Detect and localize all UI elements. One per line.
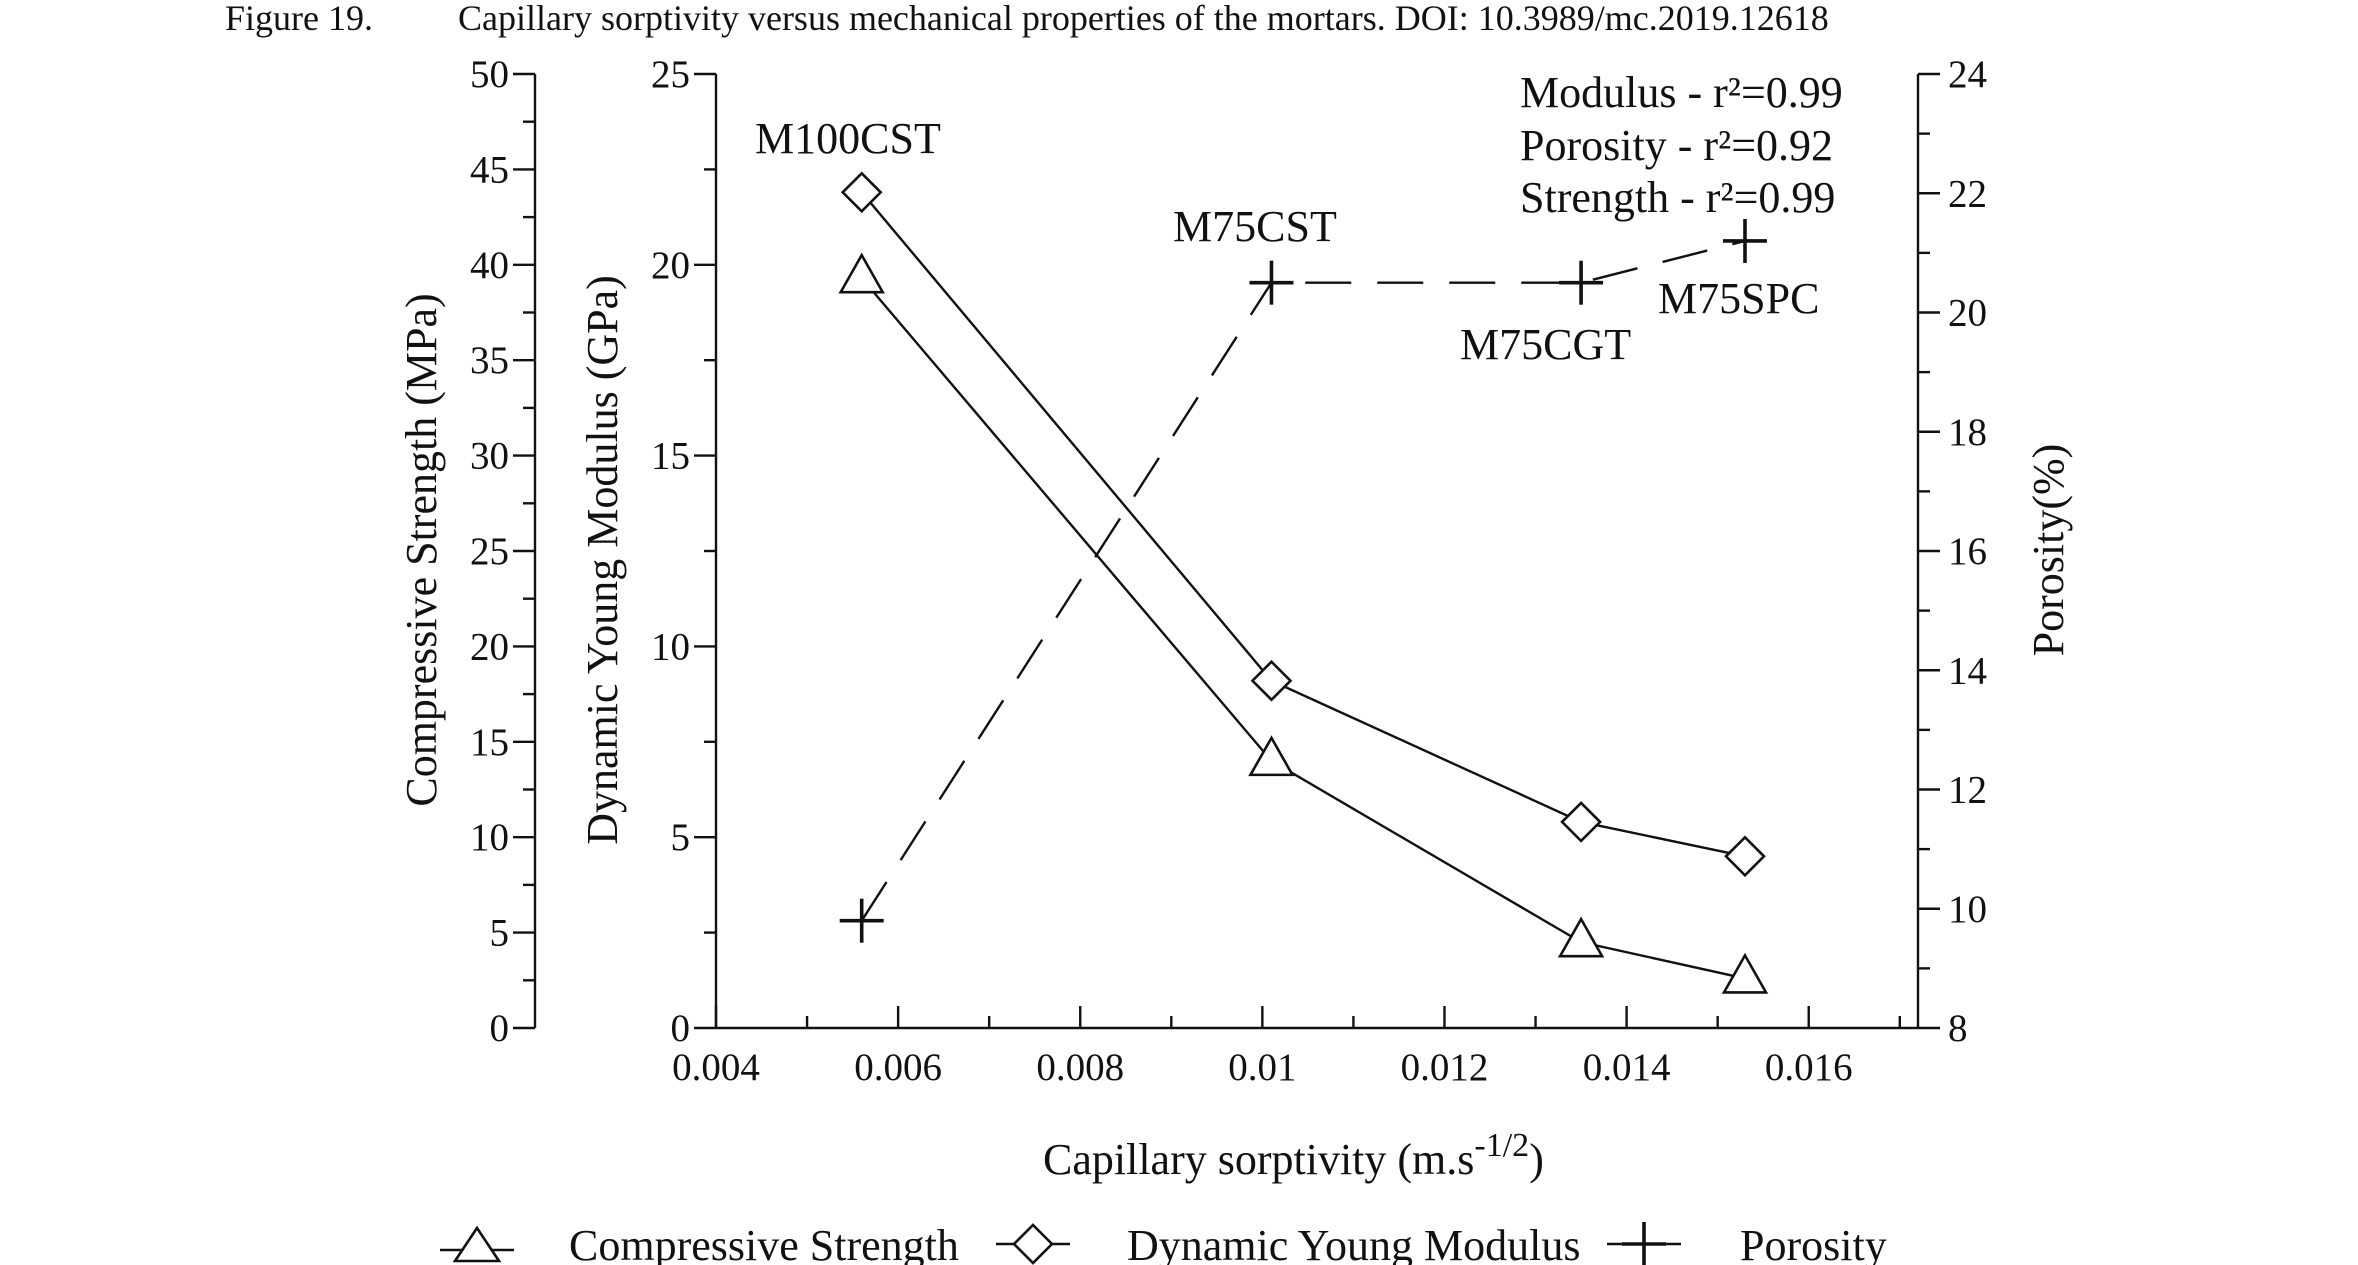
compressive-strength-point	[838, 252, 885, 294]
x-axis-title-close: )	[1529, 1135, 1544, 1184]
strength-tick-label: 15	[470, 721, 509, 764]
annotation-modulus-r2: Modulus - r²=0.99	[1520, 68, 1843, 117]
modulus-tick-label: 20	[651, 244, 690, 287]
legend-label-porosity: Porosity	[1740, 1221, 1887, 1265]
porosity-tick-label: 14	[1948, 649, 1987, 692]
modulus-tick-label: 15	[651, 435, 690, 478]
porosity-point	[1559, 260, 1604, 305]
x-tick-label: 0.016	[1765, 1046, 1853, 1089]
legend-label-modulus: Dynamic Young Modulus	[1127, 1221, 1581, 1265]
legend-triangle-icon	[452, 1225, 502, 1263]
strength-tick-label: 30	[470, 435, 509, 478]
porosity-tick-label: 24	[1948, 53, 1987, 96]
x-axis-title-superscript: -1/2	[1474, 1127, 1529, 1164]
porosity-point	[839, 898, 884, 943]
modulus-tick-label: 25	[651, 53, 690, 96]
legend: Compressive Strength Dynamic Young Modul…	[440, 1221, 1887, 1265]
x-axis-title: Capillary sorptivity (m.s-1/2)	[1043, 1127, 1544, 1184]
point-label-m100cst: M100CST	[755, 114, 941, 163]
dynamic-young-modulus-point	[1250, 659, 1293, 702]
compressive-strength-point	[1721, 952, 1769, 994]
porosity-point	[1249, 260, 1294, 305]
legend-item-strength: Compressive Strength	[440, 1221, 959, 1265]
modulus-tick-label: 10	[651, 625, 690, 668]
strength-axis-title: Compressive Strength (MPa)	[397, 293, 446, 806]
porosity-point	[1722, 218, 1767, 263]
strength-tick-label: 10	[470, 816, 509, 859]
strength-tick-label: 20	[470, 625, 509, 668]
strength-tick-label: 25	[470, 530, 509, 573]
annotation-porosity-r2: Porosity - r²=0.92	[1520, 121, 1833, 170]
strength-axis-ticks: 0 5 10 15 20 25 30 35 40 45 50	[470, 53, 535, 1050]
porosity-tick-label: 22	[1948, 172, 1987, 215]
porosity-tick-label: 20	[1948, 292, 1987, 335]
x-tick-label: 0.01	[1228, 1046, 1296, 1089]
strength-tick-label: 40	[470, 244, 509, 287]
x-axis-title-main: Capillary sorptivity (m.s	[1043, 1135, 1474, 1184]
porosity-tick-label: 12	[1948, 769, 1987, 812]
porosity-tick-label: 10	[1948, 888, 1987, 931]
strength-tick-label: 5	[490, 912, 510, 955]
annotation-strength-r2: Strength - r²=0.99	[1520, 173, 1835, 222]
strength-tick-label: 0	[490, 1007, 510, 1050]
strength-tick-label: 35	[470, 339, 509, 382]
compressive-strength-series-line	[860, 277, 1746, 980]
point-label-m75spc: M75SPC	[1658, 274, 1819, 323]
x-tick-label: 0.014	[1583, 1046, 1671, 1089]
porosity-tick-label: 18	[1948, 411, 1987, 454]
legend-diamond-icon	[1012, 1223, 1054, 1265]
x-axis-ticks: 0.004 0.006 0.008 0.01 0.012 0.014 0.016	[672, 1006, 1901, 1089]
porosity-tick-label: 8	[1948, 1007, 1968, 1050]
modulus-tick-label: 5	[671, 816, 691, 859]
x-tick-label: 0.004	[672, 1046, 760, 1089]
modulus-axis-ticks: 0 5 10 15 20 25	[651, 53, 716, 1050]
legend-label-strength: Compressive Strength	[569, 1221, 959, 1265]
compressive-strength-point	[1248, 735, 1295, 777]
dynamic-young-modulus-point	[840, 171, 883, 214]
modulus-tick-label: 0	[671, 1007, 691, 1050]
x-tick-label: 0.012	[1401, 1046, 1489, 1089]
point-label-m75cst: M75CST	[1173, 202, 1337, 251]
modulus-axis-title: Dynamic Young Modulus (GPa)	[578, 275, 627, 845]
legend-item-porosity: Porosity	[1607, 1221, 1887, 1265]
porosity-axis-title: Porosity(%)	[2024, 444, 2073, 657]
strength-tick-label: 50	[470, 53, 509, 96]
porosity-series-line	[860, 239, 1746, 922]
porosity-tick-label: 16	[1948, 530, 1987, 573]
point-label-m75cgt: M75CGT	[1460, 320, 1631, 369]
compressive-strength-point	[1557, 916, 1605, 958]
series-layer	[838, 171, 1769, 994]
porosity-axis-ticks: 8 10 12 14 16 18 20 22 24	[1918, 53, 1987, 1050]
dynamic-young-modulus-series-line	[860, 191, 1746, 858]
x-tick-label: 0.008	[1036, 1046, 1124, 1089]
dynamic-young-modulus-point	[1724, 835, 1766, 878]
x-tick-label: 0.006	[854, 1046, 942, 1089]
figure-caption-text: Capillary sorptivity versus mechanical p…	[458, 0, 1829, 38]
figure-caption-label: Figure 19.	[225, 0, 373, 38]
legend-item-modulus: Dynamic Young Modulus	[996, 1221, 1581, 1265]
dynamic-young-modulus-point	[1560, 801, 1602, 843]
strength-tick-label: 45	[470, 148, 509, 191]
